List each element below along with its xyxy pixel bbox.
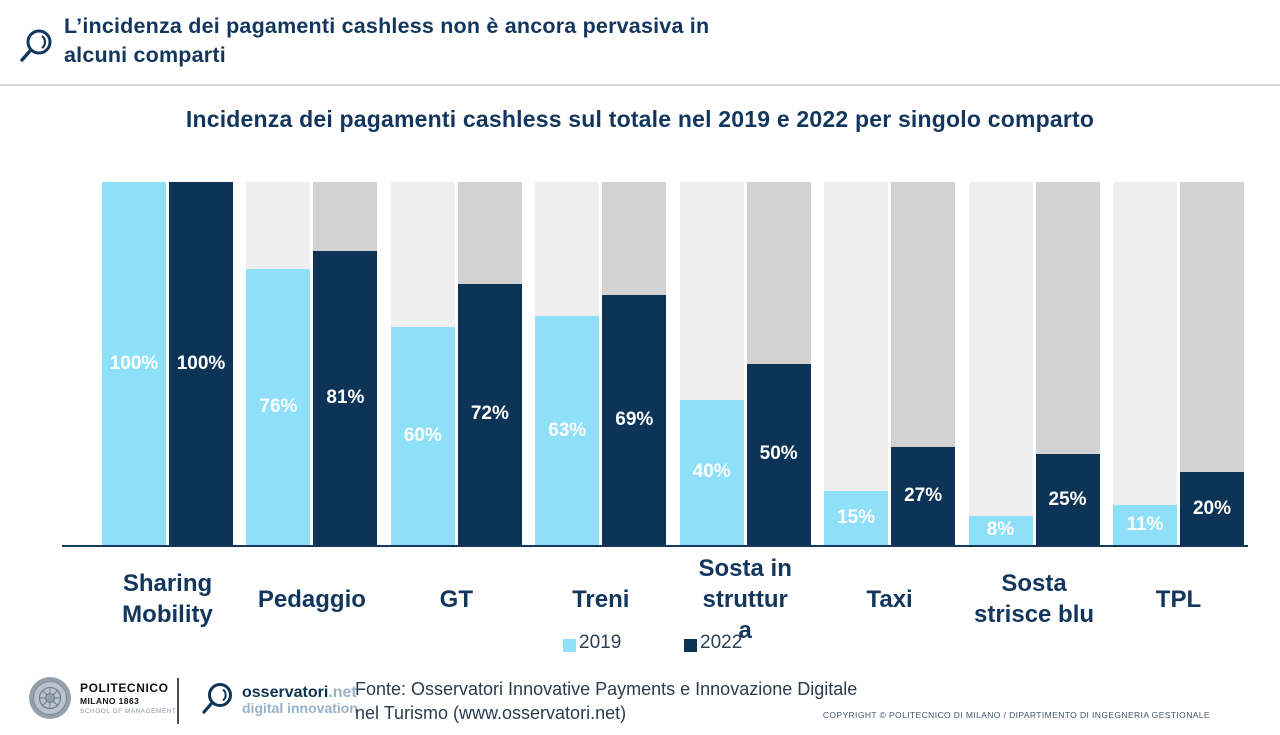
- bar-2019: 76%: [246, 269, 311, 545]
- osservatori-brand: osservatori.net: [242, 684, 358, 701]
- footer-divider: [177, 678, 179, 724]
- bar-track-2022: 50%: [746, 182, 811, 545]
- bar-track-2019: 63%: [535, 182, 600, 545]
- bar-track-2019: 15%: [824, 182, 889, 545]
- category-label: Treni: [572, 585, 630, 613]
- osservatori-logo-text: osservatori.net digital innovation: [242, 684, 358, 716]
- bar-2019: 60%: [390, 327, 455, 545]
- bar-group: 11% 20%: [1112, 182, 1244, 545]
- bar-track-2019: 40%: [679, 182, 744, 545]
- osservatori-brand-name: osservatori: [242, 684, 329, 701]
- category-label: Pedaggio: [257, 585, 366, 613]
- bar-2022: 69%: [602, 294, 667, 545]
- legend-item-2022: 2022: [684, 632, 742, 654]
- bar-track-2022: 72%: [457, 182, 522, 545]
- bar-value-label: 15%: [837, 506, 876, 528]
- osservatori-logo-icon: [20, 29, 52, 62]
- legend: 2019 2022: [0, 632, 1280, 656]
- bar-value-label: 63%: [548, 419, 587, 441]
- bar-value-label: 8%: [986, 519, 1015, 541]
- bar-group: 60% 72%: [390, 182, 522, 545]
- bar-2019: 8%: [968, 515, 1033, 545]
- bar-2022: 72%: [457, 283, 522, 545]
- plot-area: 100% 100% 76% 81% 60% 72% 63% 69% 40% 50% 15% 27% 8%…: [102, 182, 1244, 545]
- bar-value-label: 72%: [470, 403, 509, 425]
- bar-value-label: 69%: [615, 408, 654, 430]
- bar-track-2019: 100%: [102, 182, 166, 545]
- politecnico-logo: POLITECNICO MILANO 1863 SCHOOL OF MANAGE…: [28, 676, 176, 720]
- legend-label-2019: 2019: [579, 632, 622, 653]
- bar-track-2019: 60%: [390, 182, 455, 545]
- x-axis-line: [62, 545, 1248, 547]
- bar-track-2022: 27%: [891, 182, 956, 545]
- bar-value-label: 76%: [259, 396, 298, 418]
- bar-track-2022: 81%: [313, 182, 378, 545]
- bar-2022: 20%: [1179, 472, 1244, 545]
- bar-track-2022: 20%: [1179, 182, 1244, 545]
- bar-value-label: 11%: [1126, 514, 1164, 536]
- bar-2019: 40%: [679, 399, 744, 545]
- legend-swatch-2022: [684, 638, 697, 652]
- bar-value-label: 40%: [692, 461, 731, 483]
- bar-group: 63% 69%: [535, 182, 667, 545]
- bar-2019: 15%: [824, 490, 889, 545]
- bar-value-label: 81%: [326, 386, 365, 408]
- bar-track-2022: 100%: [169, 182, 233, 545]
- politecnico-logo-text: POLITECNICO MILANO 1863 SCHOOL OF MANAGE…: [80, 681, 176, 715]
- osservatori-brand-suffix: .net: [328, 684, 357, 701]
- category-label: TPL: [1155, 585, 1202, 613]
- politecnico-seal-icon: [29, 677, 71, 719]
- bar-2022: 100%: [169, 182, 233, 545]
- chart-title: Incidenza dei pagamenti cashless sul tot…: [185, 106, 1095, 132]
- bar-value-label: 50%: [759, 443, 798, 465]
- bar-track-2019: 76%: [246, 182, 311, 545]
- category-label: Sharing Mobility: [122, 570, 213, 628]
- bar-2019: 100%: [102, 182, 166, 545]
- category-label: Sosta in struttur a: [698, 554, 792, 644]
- politecnico-school: SCHOOL OF MANAGEMENT: [80, 708, 177, 715]
- source-text: Fonte: Osservatori Innovative Payments e…: [355, 679, 858, 723]
- legend-swatch-2019: [563, 638, 576, 652]
- bar-group: 8% 25%: [968, 182, 1100, 545]
- bar-track-2022: 25%: [1035, 182, 1100, 545]
- bar-value-label: 100%: [109, 352, 159, 374]
- category-label: Taxi: [866, 585, 913, 613]
- bar-value-label: 100%: [176, 352, 226, 374]
- category-label: GT: [439, 585, 473, 613]
- bar-value-label: 20%: [1192, 497, 1231, 519]
- politecnico-milano: MILANO 1863: [80, 696, 140, 706]
- bar-2022: 25%: [1035, 454, 1100, 545]
- bar-track-2022: 69%: [602, 182, 667, 545]
- slide-title: L’incidenza dei pagamenti cashless non è…: [64, 14, 710, 67]
- osservatori-mark-icon: [202, 683, 232, 714]
- header: L’incidenza dei pagamenti cashless non è…: [0, 0, 1280, 86]
- category-labels-row: Sharing Mobility Pedaggio GT Treni Sosta in …: [102, 553, 1244, 645]
- bar-track-2019: 8%: [968, 182, 1033, 545]
- bar-track-2019: 11%: [1112, 182, 1177, 545]
- bar-group: 15% 27%: [824, 182, 956, 545]
- bar-group: 40% 50%: [679, 182, 811, 545]
- osservatori-logo: osservatori.net digital innovation: [200, 681, 358, 719]
- legend-label-2022: 2022: [700, 632, 743, 653]
- politecnico-name: POLITECNICO: [80, 681, 169, 695]
- bar-group: 76% 81%: [246, 182, 378, 545]
- bar-2022: 81%: [313, 250, 378, 545]
- footer: POLITECNICO MILANO 1863 SCHOOL OF MANAGE…: [0, 665, 1280, 735]
- bar-value-label: 60%: [403, 425, 442, 447]
- osservatori-tagline: digital innovation: [242, 700, 358, 716]
- bar-2022: 27%: [891, 447, 956, 545]
- legend-item-2019: 2019: [563, 632, 621, 654]
- category-label: Sosta strisce blu: [974, 570, 1095, 628]
- bar-group: 100% 100%: [102, 182, 233, 545]
- bar-2019: 63%: [535, 316, 600, 545]
- bar-value-label: 27%: [904, 485, 943, 506]
- bar-value-label: 25%: [1048, 488, 1087, 510]
- bar-2022: 50%: [746, 363, 811, 545]
- bar-2019: 11%: [1112, 505, 1177, 545]
- copyright-text: COPYRIGHT © POLITECNICO DI MILANO / DIPA…: [822, 710, 1210, 720]
